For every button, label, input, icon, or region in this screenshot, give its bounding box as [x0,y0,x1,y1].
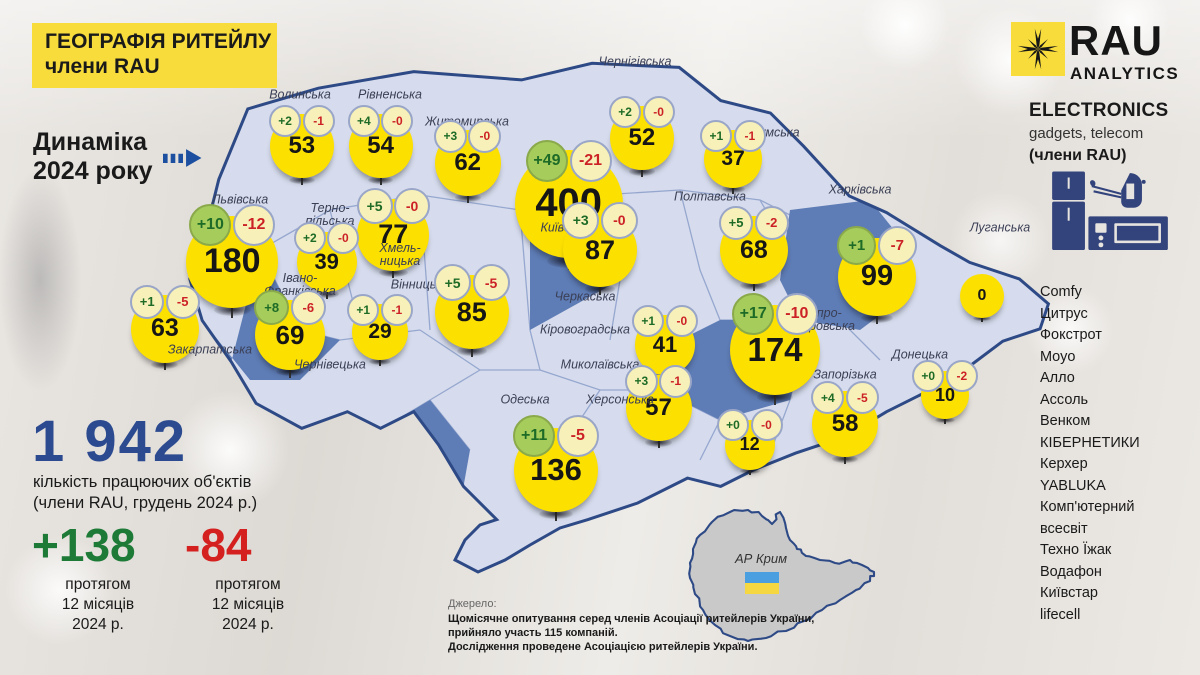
svg-text:АР Крим: АР Крим [734,551,787,566]
